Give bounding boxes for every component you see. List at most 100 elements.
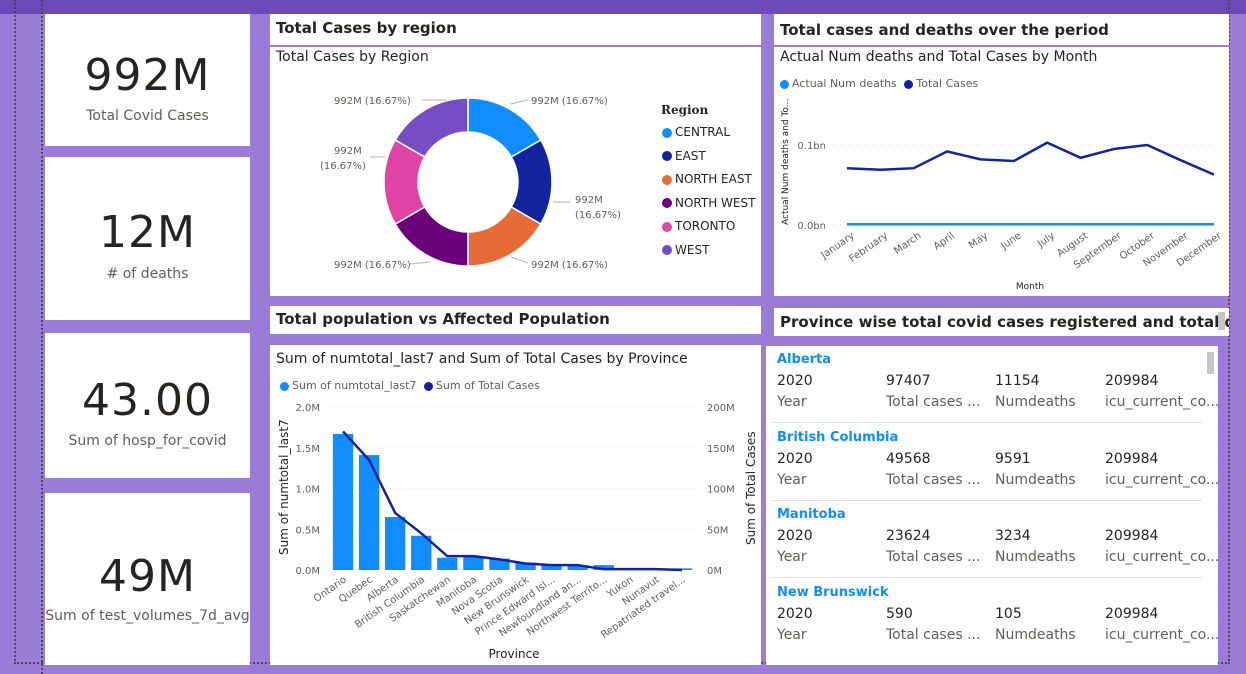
province-field-label: Year [777, 626, 807, 643]
bar-british-columbia[interactable] [411, 535, 432, 570]
leader-line [409, 261, 431, 265]
donut-chart-card[interactable]: Total Cases by Region 992M (16.67%) 992M… [270, 47, 761, 296]
kpi-value: 992M [84, 50, 211, 101]
province-name[interactable]: New Brunswick [777, 584, 889, 600]
y-tick-right: 0M [707, 566, 722, 577]
province-field-label: Total cases ... [886, 626, 981, 643]
bar-northwest-territo-[interactable] [593, 565, 614, 570]
province-field-label: Total cases ... [886, 471, 981, 488]
x-axis-label: Month [1016, 282, 1044, 292]
leader-line [509, 99, 529, 105]
province-scrollbar[interactable] [1207, 352, 1214, 374]
legend-dot [423, 381, 433, 391]
province-field-label: Numdeaths [995, 394, 1076, 410]
y-tick-right: 50M [707, 525, 728, 536]
bar-saskatchewan[interactable] [437, 557, 458, 570]
donut-slice-label: 992M [334, 146, 362, 157]
kpi-card-tests[interactable]: 49M Sum of test_volumes_7d_avg [45, 493, 250, 665]
leader-line [510, 256, 529, 264]
province-value: 209984 [1105, 605, 1159, 622]
legend-dot [662, 127, 672, 138]
row-divider [772, 422, 1202, 423]
donut-slice-west[interactable] [394, 97, 469, 159]
province-value: 590 [886, 605, 913, 622]
legend-label: NORTH WEST [675, 195, 756, 210]
y-tick-right: 100M [707, 485, 735, 496]
header-scrollbar[interactable] [1218, 312, 1225, 330]
row-divider [772, 577, 1202, 578]
combo-chart-legend: Sum of numtotal_last7 Sum of Total Cases [280, 379, 540, 392]
y-axis-label: Actual Num deaths and To... [781, 99, 791, 225]
donut-slice-label: 992M (16.67%) [531, 260, 608, 271]
legend-label: Actual Num deaths [792, 77, 897, 90]
province-value: 49568 [886, 450, 931, 467]
province-field-label: Total cases ... [886, 394, 981, 410]
bar-nova-scotia[interactable] [489, 558, 510, 570]
header-total-cases-by-region: Total Cases by region [270, 14, 761, 45]
line-series-total-cases[interactable] [342, 430, 683, 572]
province-field-label: Numdeaths [995, 549, 1076, 565]
legend-item-central[interactable]: CENTRAL [662, 125, 730, 139]
kpi-card-deaths[interactable]: 12M # of deaths [45, 157, 250, 320]
province-value: 2020 [777, 373, 813, 389]
legend-label: Total Cases [916, 77, 979, 90]
legend-item-east[interactable]: EAST [662, 149, 706, 163]
province-field-label: Year [777, 471, 807, 488]
y-tick-left: 0.5M [295, 525, 320, 536]
province-value: 209984 [1105, 450, 1159, 467]
legend-label: EAST [675, 148, 706, 163]
bar-quebec[interactable] [358, 455, 380, 570]
bar-alberta[interactable] [385, 517, 406, 570]
bar-new-brunswick[interactable] [515, 562, 536, 570]
legend-label: Sum of Total Cases [435, 379, 541, 392]
province-value: 9591 [995, 450, 1031, 467]
line-series-total-cases[interactable] [846, 141, 1215, 176]
line-chart-card[interactable]: Actual Num deaths and Total Cases by Mon… [774, 47, 1229, 296]
x-tick: March [892, 230, 923, 256]
kpi-value: 49M [99, 551, 196, 602]
legend-item-north-east[interactable]: NORTH EAST [662, 172, 752, 186]
province-card[interactable]: Alberta 2020 Year 97407 Total cases ... 11154… [766, 346, 1220, 665]
x-tick: June [999, 230, 1024, 252]
legend-dot [662, 221, 672, 232]
y-tick-left: 1.0M [295, 485, 320, 496]
province-field-label: icu_current_co... [1105, 626, 1220, 643]
combo-chart-card[interactable]: Sum of numtotal_last7 and Sum of Total C… [270, 345, 761, 665]
legend-label: TORONTO [675, 219, 736, 233]
donut-leaders [370, 99, 570, 265]
kpi-label: # of deaths [106, 266, 189, 282]
donut-slice-label: (16.67%) [575, 210, 621, 221]
province-value: 209984 [1105, 528, 1159, 544]
province-name[interactable]: Alberta [777, 352, 832, 367]
x-tick: April [932, 230, 957, 252]
y-tick-left: 0.0M [295, 566, 320, 577]
province-value: 2020 [777, 450, 813, 467]
legend-label: Sum of numtotal_last7 [292, 379, 417, 392]
province-value: 209984 [1105, 373, 1159, 389]
donut-slice-label: 992M (16.67%) [531, 96, 608, 107]
donut-title: Total Cases by Region [276, 49, 429, 65]
province-name[interactable]: Manitoba [777, 507, 846, 522]
combo-chart-title: Sum of numtotal_last7 and Sum of Total C… [276, 351, 688, 367]
province-value: 23624 [886, 528, 931, 544]
legend-item-west[interactable]: WEST [662, 243, 709, 257]
kpi-card-total-cases[interactable]: 992M Total Covid Cases [45, 14, 250, 146]
bar-manitoba[interactable] [463, 556, 484, 570]
y-axis-left-label: Sum of numtotal_last7 [277, 419, 291, 555]
legend-item-toronto[interactable]: TORONTO [662, 219, 735, 233]
canvas-left-guide [41, 0, 43, 674]
bar-prince-edward-isl-[interactable] [541, 564, 562, 570]
kpi-card-hosp[interactable]: 43.00 Sum of hosp_for_covid [45, 333, 250, 478]
legend-dot [662, 151, 672, 161]
y-tick: 0.0bn [797, 221, 826, 232]
header-province-text: Province wise total covid cases register… [780, 313, 1229, 331]
row-divider [772, 499, 1202, 501]
bar-ontario[interactable] [332, 433, 354, 570]
bar-newfoundland-an-[interactable] [567, 565, 588, 570]
x-tick: May [967, 230, 990, 251]
province-field-label: icu_current_co... [1105, 394, 1220, 410]
legend-item-north-west[interactable]: NORTH WEST [662, 196, 755, 210]
province-name[interactable]: British Columbia [777, 429, 899, 445]
header-population: Total population vs Affected Population [270, 306, 761, 334]
